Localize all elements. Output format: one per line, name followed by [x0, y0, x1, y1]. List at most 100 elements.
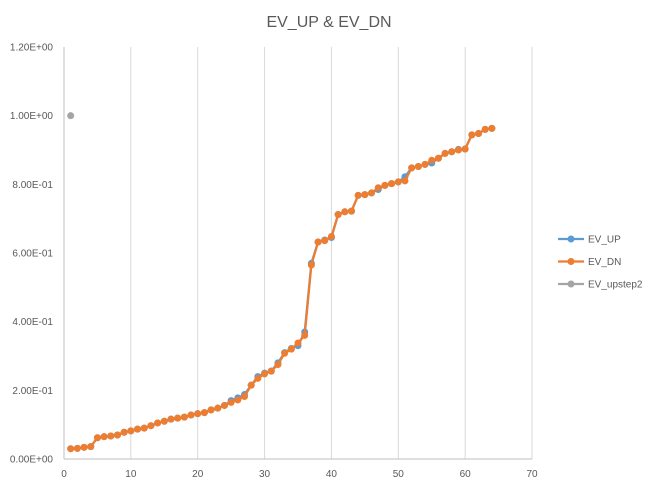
data-point: [327, 233, 335, 241]
data-point: [468, 131, 476, 139]
data-point: [307, 261, 315, 269]
data-point: [441, 149, 449, 157]
data-point: [401, 177, 409, 185]
data-point: [274, 361, 282, 369]
data-point: [294, 339, 302, 347]
x-tick-label: 70: [526, 469, 538, 480]
data-point: [67, 112, 75, 120]
data-point: [361, 191, 369, 199]
x-tick-label: 30: [259, 469, 271, 480]
series-ev-up: [67, 124, 496, 453]
grid-lines: [130, 47, 533, 459]
data-point: [67, 445, 75, 453]
data-point: [287, 345, 295, 353]
data-point: [334, 211, 342, 219]
series-line: [70, 127, 493, 450]
legend-item: EV_UP: [558, 235, 621, 246]
data-point: [347, 207, 355, 215]
data-point: [368, 189, 376, 197]
data-point: [234, 396, 242, 404]
data-point: [428, 156, 436, 164]
series-ev-dn: [67, 124, 496, 453]
legend-item: EV_upstep2: [558, 280, 643, 291]
data-point: [281, 349, 289, 357]
data-point: [134, 425, 142, 433]
data-point: [107, 432, 115, 440]
y-tick-label: 2.00E-01: [12, 386, 53, 397]
data-point: [394, 178, 402, 186]
data-point: [408, 164, 416, 172]
data-point: [220, 401, 228, 409]
series-ev-upstep2: [67, 112, 75, 120]
x-tick-label: 40: [326, 469, 338, 480]
data-point: [448, 148, 456, 156]
data-point: [374, 184, 382, 192]
data-point: [261, 370, 269, 378]
x-tick-label: 60: [460, 469, 472, 480]
data-point: [154, 419, 162, 427]
data-point: [127, 427, 135, 435]
data-point: [434, 154, 442, 162]
data-point: [207, 406, 215, 414]
data-point: [341, 208, 349, 216]
legend-item: EV_DN: [558, 257, 621, 268]
data-point: [194, 410, 202, 418]
y-tick-label: 6.00E-01: [12, 249, 53, 260]
y-tick-label: 1.00E+00: [10, 111, 54, 122]
chart-title: EV_UP & EV_DN: [266, 14, 391, 31]
data-point: [120, 428, 128, 436]
data-point: [354, 191, 362, 199]
legend-label: EV_UP: [588, 235, 621, 246]
x-tick-label: 20: [192, 469, 204, 480]
x-tick-label: 0: [61, 469, 67, 480]
data-point: [241, 393, 249, 401]
data-point: [227, 398, 235, 406]
data-point: [388, 180, 396, 188]
data-point: [80, 443, 88, 451]
series-line: [70, 127, 493, 450]
data-point: [414, 162, 422, 170]
data-point: [214, 404, 222, 412]
legend-label: EV_upstep2: [588, 280, 643, 291]
legend-swatch-marker: [567, 258, 575, 265]
axes: 0 10 20 30 40 50 60 70 0.00E+00 2.00E-01 4.00E-01 6…: [10, 43, 538, 481]
data-point: [301, 331, 309, 339]
data-point: [93, 434, 101, 442]
data-point: [475, 130, 483, 138]
data-point: [454, 146, 462, 154]
data-point: [314, 238, 322, 246]
legend: EV_UP EV_DN EV_upstep2: [558, 235, 643, 291]
data-point: [488, 124, 496, 132]
legend-swatch-marker: [567, 280, 575, 288]
data-point: [147, 422, 155, 430]
y-tick-label: 8.00E-01: [12, 180, 53, 191]
y-tick-label: 0.00E+00: [10, 455, 54, 466]
data-point: [180, 413, 188, 421]
data-point: [160, 417, 168, 425]
series-group: [67, 112, 496, 453]
data-point: [254, 374, 262, 382]
x-tick-label: 50: [393, 469, 405, 480]
data-point: [87, 443, 95, 451]
data-point: [73, 444, 81, 452]
data-point: [167, 415, 175, 423]
data-point: [140, 424, 148, 432]
data-point: [200, 409, 208, 417]
data-point: [247, 381, 255, 389]
data-point: [321, 237, 329, 245]
data-point: [267, 367, 275, 375]
y-tick-label: 1.20E+00: [10, 43, 54, 54]
y-tick-label: 4.00E-01: [12, 317, 53, 328]
data-point: [421, 160, 429, 168]
data-point: [481, 125, 489, 133]
legend-swatch-marker: [567, 235, 575, 243]
legend-label: EV_DN: [588, 257, 621, 268]
data-point: [100, 433, 108, 441]
data-point: [187, 411, 195, 419]
x-tick-label: 10: [125, 469, 137, 480]
data-point: [174, 414, 182, 422]
data-point: [461, 145, 469, 153]
data-point: [113, 431, 121, 439]
